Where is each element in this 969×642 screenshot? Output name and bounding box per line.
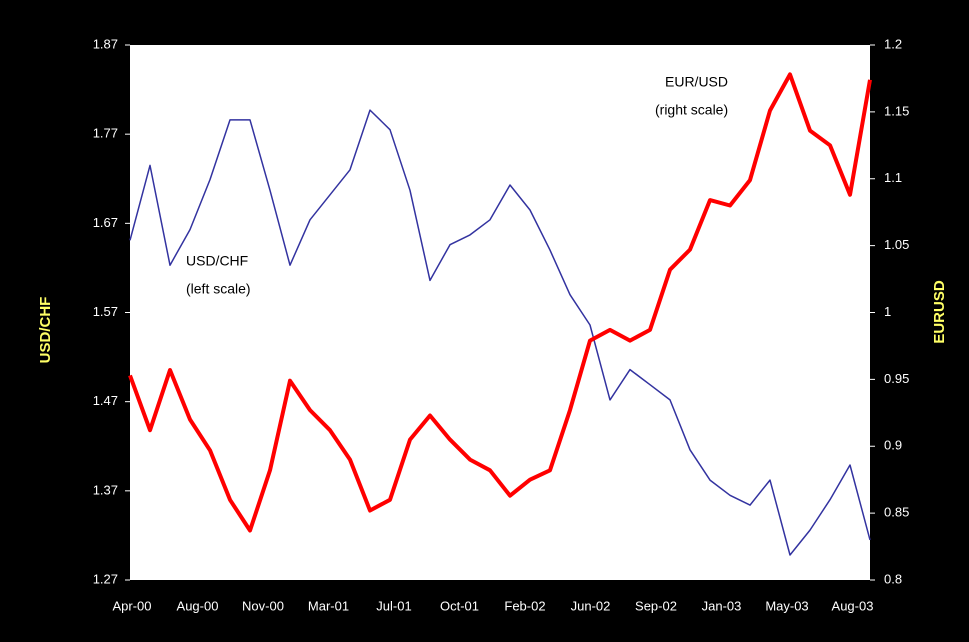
x-tick-label: Aug-00	[177, 598, 219, 613]
y2-tick-label: 1	[884, 304, 891, 319]
x-tick-label: Jun-02	[571, 598, 611, 613]
y-tick-label: 1.67	[93, 215, 118, 230]
y2-tick-label: 0.95	[884, 371, 909, 386]
y2-tick-label: 1.15	[884, 103, 909, 118]
y2-tick-label: 1.1	[884, 170, 902, 185]
x-tick-label: Aug-03	[832, 598, 874, 613]
x-tick-label: Jan-03	[702, 598, 742, 613]
y2-tick-label: 0.85	[884, 505, 909, 520]
y-axis-title: USD/CHF	[37, 297, 54, 364]
y2-tick-label: 1.2	[884, 36, 902, 51]
y2-axis-title: EURUSD	[931, 280, 948, 344]
y2-tick-label: 0.9	[884, 438, 902, 453]
y2-tick-label: 1.05	[884, 237, 909, 252]
x-tick-label: Feb-02	[504, 598, 545, 613]
x-tick-label: Apr-00	[112, 598, 151, 613]
y-tick-label: 1.37	[93, 482, 118, 497]
x-tick-label: Nov-00	[242, 598, 284, 613]
line-series	[128, 72, 872, 533]
plot-area	[130, 45, 870, 580]
line-series	[129, 109, 871, 556]
y-tick-label: 1.47	[93, 393, 118, 408]
annotation: (left scale)	[186, 281, 251, 297]
y-tick-label: 1.77	[93, 126, 118, 141]
y-tick-label: 1.87	[93, 36, 118, 51]
y2-tick-label: 0.8	[884, 571, 902, 586]
x-tick-label: May-03	[765, 598, 808, 613]
y-tick-label: 1.57	[93, 304, 118, 319]
annotation: EUR/USD	[665, 74, 728, 90]
x-tick-label: Jul-01	[376, 598, 411, 613]
x-tick-label: Sep-02	[635, 598, 677, 613]
x-tick-label: Oct-01	[440, 598, 479, 613]
annotation: (right scale)	[655, 102, 728, 118]
y-tick-label: 1.27	[93, 571, 118, 586]
annotation: USD/CHF	[186, 253, 248, 269]
x-tick-label: Mar-01	[308, 598, 349, 613]
